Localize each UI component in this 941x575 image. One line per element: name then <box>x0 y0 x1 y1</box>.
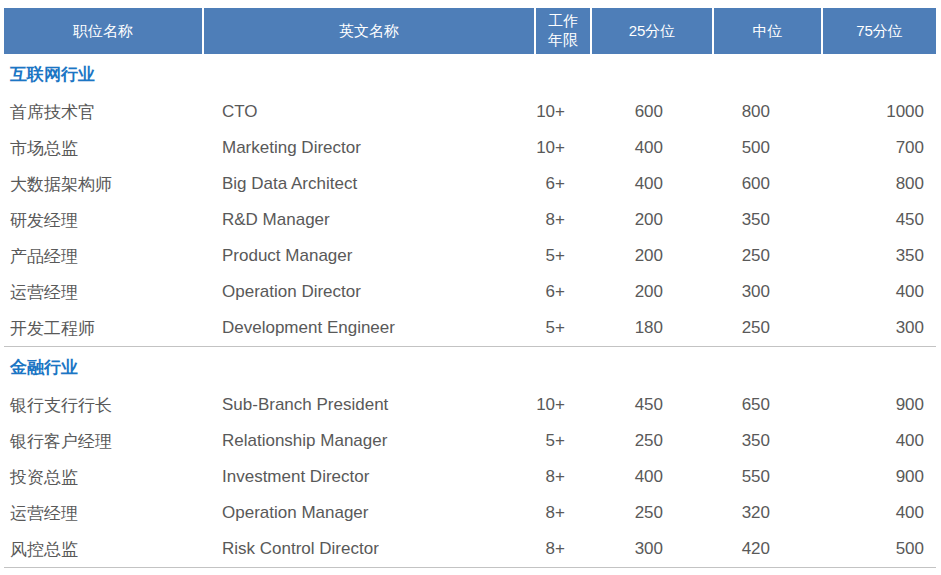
p25-value: 400 <box>591 130 713 166</box>
median-value: 300 <box>713 274 822 310</box>
position-name: 银行客户经理 <box>4 423 203 459</box>
english-name: Operation Manager <box>203 495 535 531</box>
work-years: 8+ <box>535 202 591 238</box>
section-row-finance: 金融行业 <box>4 347 936 388</box>
table-row: 市场总监 Marketing Director 10+ 400 500 700 <box>4 130 936 166</box>
work-years: 6+ <box>535 166 591 202</box>
position-name: 银行支行行长 <box>4 387 203 423</box>
section-title: 金融行业 <box>4 347 936 388</box>
position-name: 开发工程师 <box>4 310 203 347</box>
position-name: 运营经理 <box>4 274 203 310</box>
p75-value: 400 <box>822 495 936 531</box>
position-name: 投资总监 <box>4 459 203 495</box>
median-value: 500 <box>713 130 822 166</box>
median-value: 550 <box>713 459 822 495</box>
table-row: 研发经理 R&D Manager 8+ 200 350 450 <box>4 202 936 238</box>
english-name: Development Engineer <box>203 310 535 347</box>
english-name: Operation Director <box>203 274 535 310</box>
median-value: 650 <box>713 387 822 423</box>
table-row: 运营经理 Operation Director 6+ 200 300 400 <box>4 274 936 310</box>
column-header-p75: 75分位 <box>822 8 936 54</box>
p25-value: 200 <box>591 202 713 238</box>
work-years: 5+ <box>535 238 591 274</box>
median-value: 350 <box>713 202 822 238</box>
p75-value: 500 <box>822 531 936 568</box>
p25-value: 250 <box>591 495 713 531</box>
column-header-position: 职位名称 <box>4 8 203 54</box>
p25-value: 400 <box>591 459 713 495</box>
work-years: 5+ <box>535 310 591 347</box>
table-row: 银行支行行长 Sub-Branch President 10+ 450 650 … <box>4 387 936 423</box>
p25-value: 600 <box>591 94 713 130</box>
p25-value: 300 <box>591 531 713 568</box>
table-row: 银行客户经理 Relationship Manager 5+ 250 350 4… <box>4 423 936 459</box>
work-years: 6+ <box>535 274 591 310</box>
section-row-internet: 互联网行业 <box>4 54 936 94</box>
work-years: 10+ <box>535 130 591 166</box>
table-row: 产品经理 Product Manager 5+ 200 250 350 <box>4 238 936 274</box>
p25-value: 200 <box>591 274 713 310</box>
english-name: Risk Control Director <box>203 531 535 568</box>
column-header-english: 英文名称 <box>203 8 535 54</box>
median-value: 600 <box>713 166 822 202</box>
column-header-median: 中位 <box>713 8 822 54</box>
position-name: 首席技术官 <box>4 94 203 130</box>
english-name: Investment Director <box>203 459 535 495</box>
p25-value: 450 <box>591 387 713 423</box>
header-row: 职位名称 英文名称 工作年限 25分位 中位 75分位 <box>4 8 936 54</box>
p25-value: 200 <box>591 238 713 274</box>
position-name: 产品经理 <box>4 238 203 274</box>
salary-table: 职位名称 英文名称 工作年限 25分位 中位 75分位 互联网行业 首席技术官 … <box>4 8 936 568</box>
p25-value: 180 <box>591 310 713 347</box>
position-name: 市场总监 <box>4 130 203 166</box>
p75-value: 300 <box>822 310 936 347</box>
english-name: Product Manager <box>203 238 535 274</box>
table-row: 首席技术官 CTO 10+ 600 800 1000 <box>4 94 936 130</box>
median-value: 350 <box>713 423 822 459</box>
p75-value: 800 <box>822 166 936 202</box>
table-row: 大数据架构师 Big Data Architect 6+ 400 600 800 <box>4 166 936 202</box>
p75-value: 900 <box>822 459 936 495</box>
work-years: 5+ <box>535 423 591 459</box>
p25-value: 250 <box>591 423 713 459</box>
english-name: R&D Manager <box>203 202 535 238</box>
english-name: CTO <box>203 94 535 130</box>
table-row: 运营经理 Operation Manager 8+ 250 320 400 <box>4 495 936 531</box>
table-row: 开发工程师 Development Engineer 5+ 180 250 30… <box>4 310 936 347</box>
p25-value: 400 <box>591 166 713 202</box>
position-name: 风控总监 <box>4 531 203 568</box>
work-years: 8+ <box>535 531 591 568</box>
work-years: 10+ <box>535 94 591 130</box>
column-header-p25: 25分位 <box>591 8 713 54</box>
work-years: 8+ <box>535 459 591 495</box>
p75-value: 700 <box>822 130 936 166</box>
position-name: 运营经理 <box>4 495 203 531</box>
english-name: Big Data Architect <box>203 166 535 202</box>
table-header: 职位名称 英文名称 工作年限 25分位 中位 75分位 <box>4 8 936 54</box>
p75-value: 900 <box>822 387 936 423</box>
table-row: 风控总监 Risk Control Director 8+ 300 420 50… <box>4 531 936 568</box>
position-name: 大数据架构师 <box>4 166 203 202</box>
median-value: 420 <box>713 531 822 568</box>
median-value: 250 <box>713 310 822 347</box>
work-years: 10+ <box>535 387 591 423</box>
p75-value: 400 <box>822 274 936 310</box>
median-value: 320 <box>713 495 822 531</box>
work-years: 8+ <box>535 495 591 531</box>
position-name: 研发经理 <box>4 202 203 238</box>
p75-value: 350 <box>822 238 936 274</box>
salary-table-page: 职位名称 英文名称 工作年限 25分位 中位 75分位 互联网行业 首席技术官 … <box>0 0 941 575</box>
section-title: 互联网行业 <box>4 54 936 94</box>
column-header-work-years: 工作年限 <box>535 8 591 54</box>
english-name: Relationship Manager <box>203 423 535 459</box>
p75-value: 1000 <box>822 94 936 130</box>
p75-value: 400 <box>822 423 936 459</box>
english-name: Marketing Director <box>203 130 535 166</box>
median-value: 800 <box>713 94 822 130</box>
table-row: 投资总监 Investment Director 8+ 400 550 900 <box>4 459 936 495</box>
english-name: Sub-Branch President <box>203 387 535 423</box>
p75-value: 450 <box>822 202 936 238</box>
median-value: 250 <box>713 238 822 274</box>
